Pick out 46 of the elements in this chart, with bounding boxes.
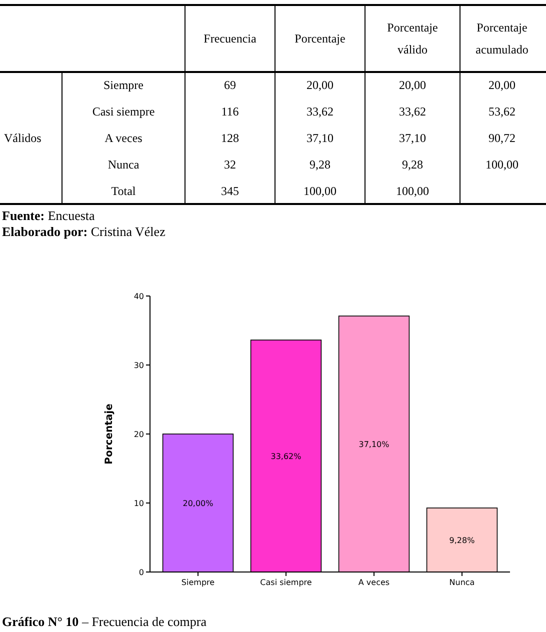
category-label: Frecuencia <box>204 32 257 46</box>
text: 9,28 <box>310 157 330 172</box>
text: 69 <box>224 78 236 92</box>
text: 100,00 <box>396 184 429 198</box>
text: 128 <box>221 131 239 145</box>
y-tick-label: 0 <box>138 568 144 577</box>
text: 20,00 <box>306 78 334 92</box>
source-note: Fuente: Encuesta <box>2 208 96 223</box>
category-label: Siempre <box>104 78 144 92</box>
text: 32 <box>224 157 236 172</box>
text: 20,00 <box>399 78 426 92</box>
x-tick-label: Nunca <box>449 578 475 587</box>
x-tick-label: Casi siempre <box>260 578 312 587</box>
text: 345 <box>221 184 239 198</box>
y-tick-label: 20 <box>134 430 144 439</box>
text: 9,28 <box>402 157 423 172</box>
category-label: Porcentaje acumulado <box>476 20 528 56</box>
text: 33,62 <box>399 104 426 119</box>
data-label: 9,28% <box>449 536 476 545</box>
y-tick-label: 30 <box>134 361 144 370</box>
data-label: 20,00% <box>182 499 214 508</box>
text: Válidos <box>4 131 42 145</box>
text: 37,10 <box>399 131 426 145</box>
text: 37,10 <box>306 131 334 145</box>
category-label: Porcentaje <box>294 32 346 46</box>
category-label: A veces <box>104 131 142 145</box>
x-tick-label: A veces <box>358 578 390 587</box>
x-tick-label: Siempre <box>181 578 215 587</box>
text: 33,62 <box>306 104 334 119</box>
y-axis-title: Porcentaje <box>104 403 115 464</box>
category-label: Casi siempre <box>92 104 155 119</box>
y-tick-label: 40 <box>134 292 144 301</box>
text: Gráfico N° 10 – Frecuencia de compra <box>2 614 207 629</box>
text: Elaborado por: Cristina Vélez <box>2 224 166 239</box>
text: 116 <box>221 104 239 119</box>
text: 90,72 <box>488 131 516 145</box>
category-label: Nunca <box>108 157 140 172</box>
category-label: Porcentaje válido <box>387 20 438 56</box>
text: 20,00 <box>488 78 516 92</box>
text: 100,00 <box>486 157 518 172</box>
y-tick-label: 10 <box>134 499 144 508</box>
category-label: Total <box>111 184 136 198</box>
text: 100,00 <box>304 184 336 198</box>
text: 53,62 <box>488 104 516 119</box>
data-label: 37,10% <box>358 440 390 450</box>
data-label: 33,62% <box>270 452 302 462</box>
